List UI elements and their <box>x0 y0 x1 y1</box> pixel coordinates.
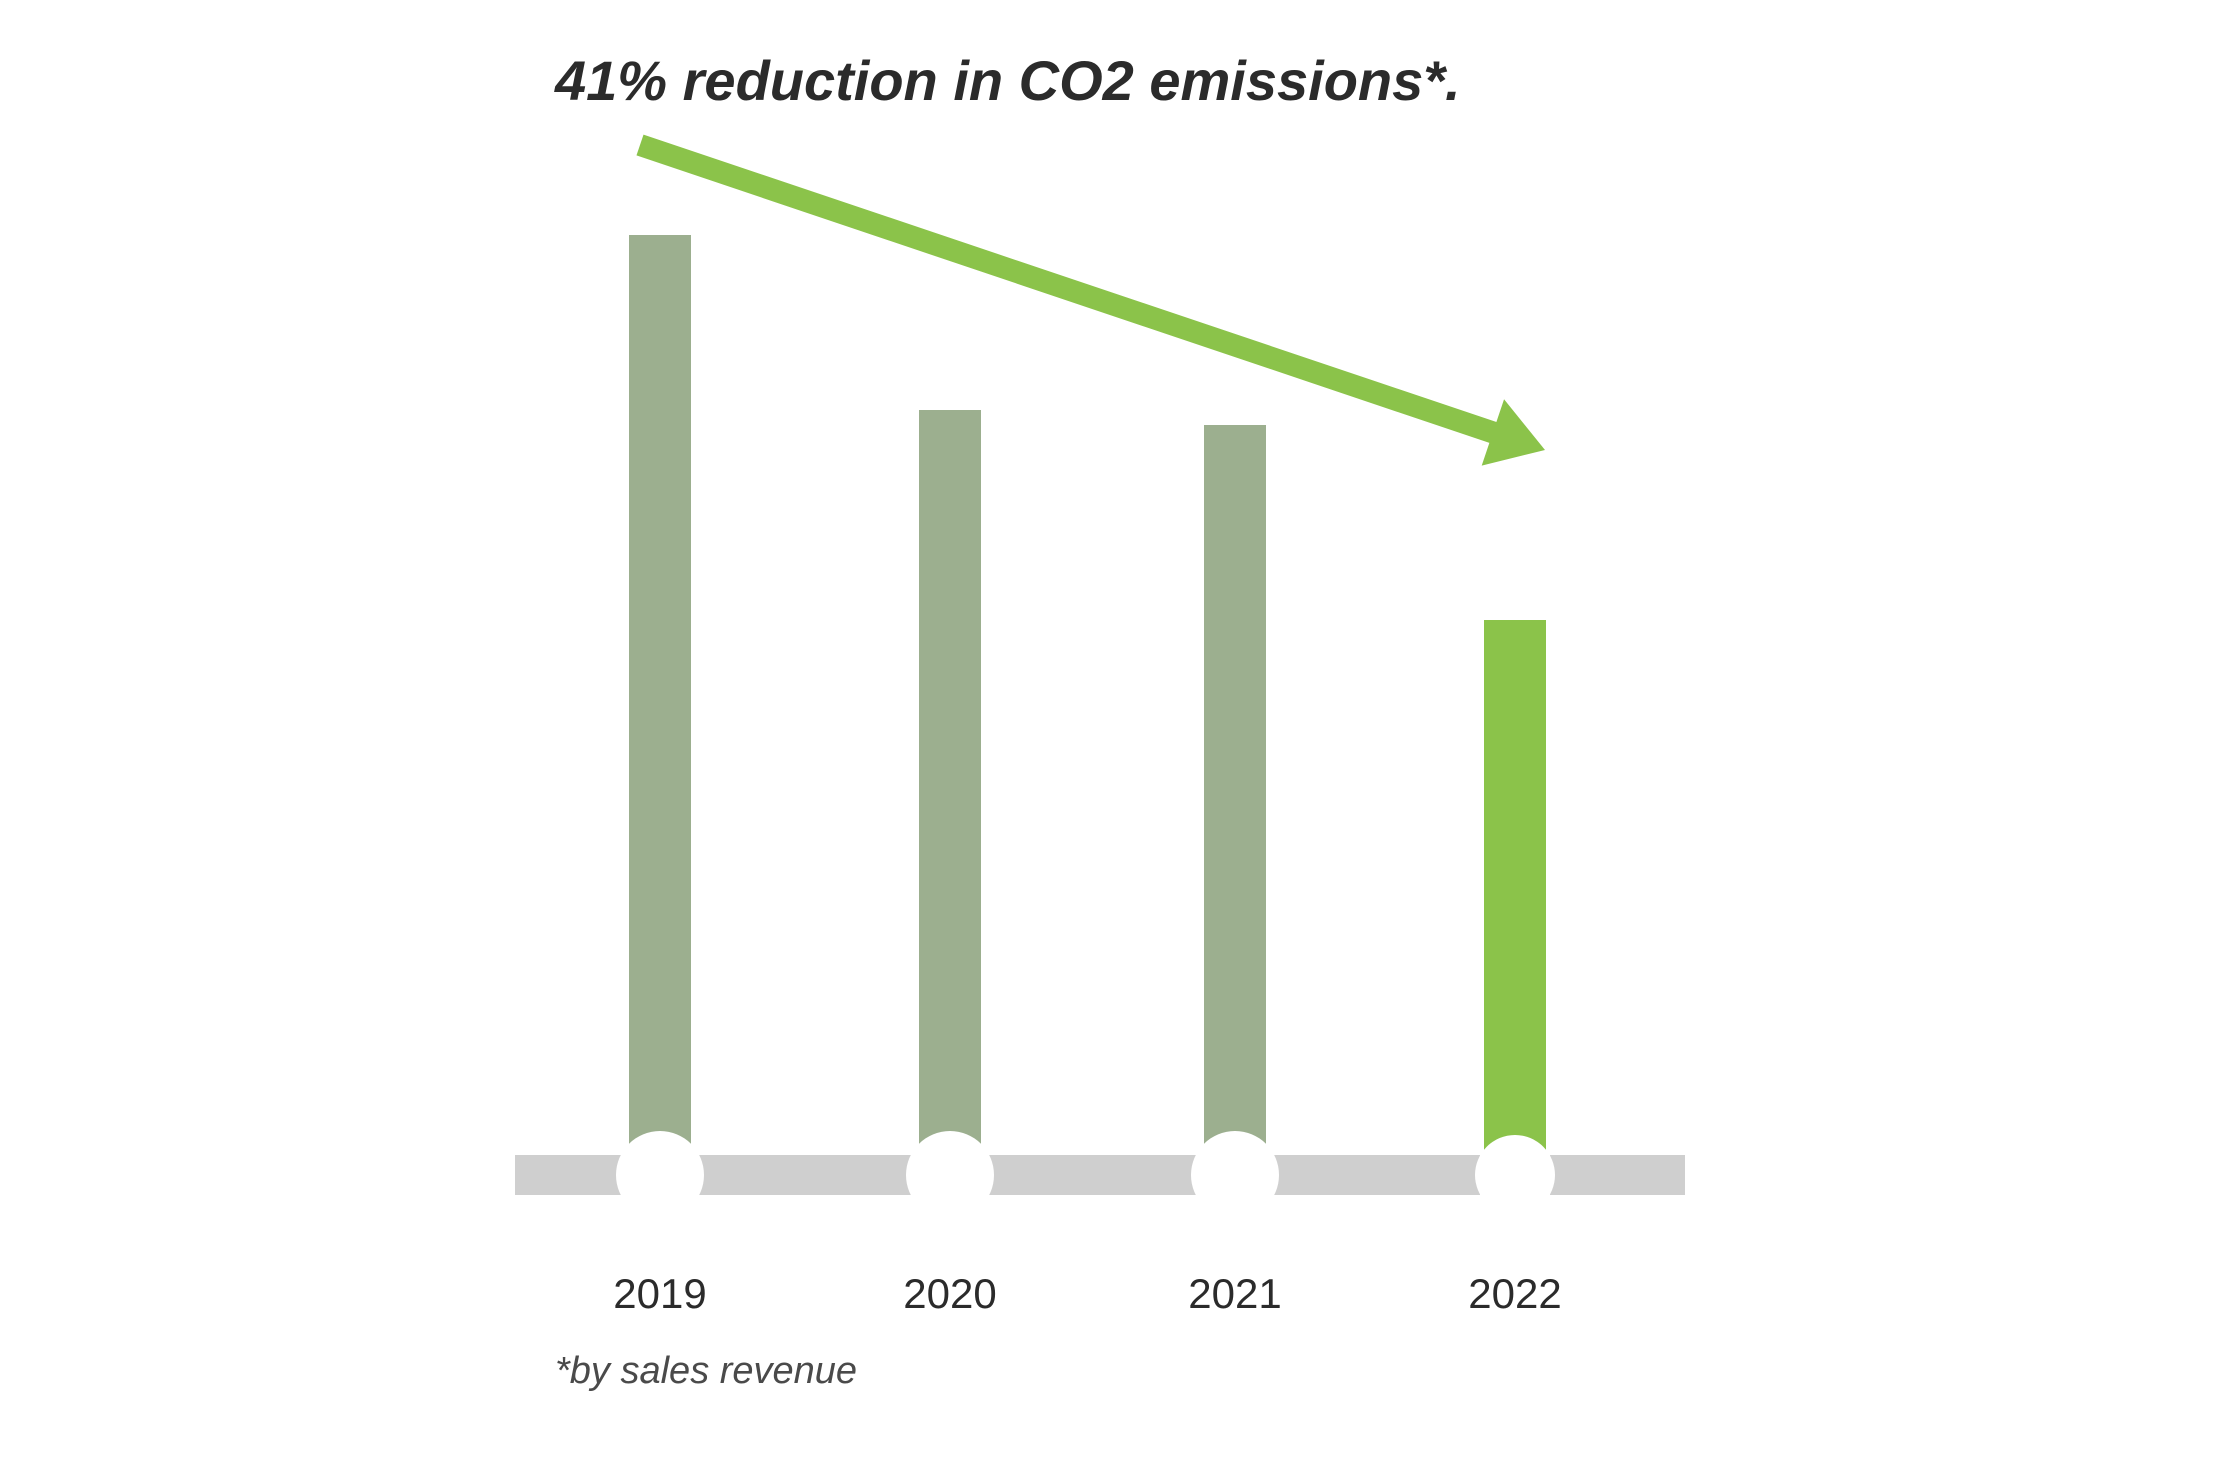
bar <box>1484 620 1546 1175</box>
bar <box>919 410 981 1175</box>
x-axis-label: 2019 <box>613 1270 706 1318</box>
axis-marker-dot <box>916 1141 984 1209</box>
bar <box>1204 425 1266 1175</box>
x-axis-label: 2020 <box>903 1270 996 1318</box>
axis-band-segment <box>515 1155 625 1195</box>
axis-marker-dot <box>626 1141 694 1209</box>
chart-area: 2019 2020 2021 2022 <box>555 235 1735 1375</box>
x-axis-label: 2022 <box>1468 1270 1561 1318</box>
bar <box>629 235 691 1175</box>
axis-band-segment <box>1550 1155 1685 1195</box>
axis-marker-dot <box>1201 1141 1269 1209</box>
axis-band-segment <box>985 1155 1200 1195</box>
chart-footnote: *by sales revenue <box>555 1350 857 1393</box>
x-axis-label: 2021 <box>1188 1270 1281 1318</box>
axis-band-segment <box>695 1155 915 1195</box>
axis-band-segment <box>1270 1155 1480 1195</box>
axis-marker-dot <box>1485 1145 1545 1205</box>
